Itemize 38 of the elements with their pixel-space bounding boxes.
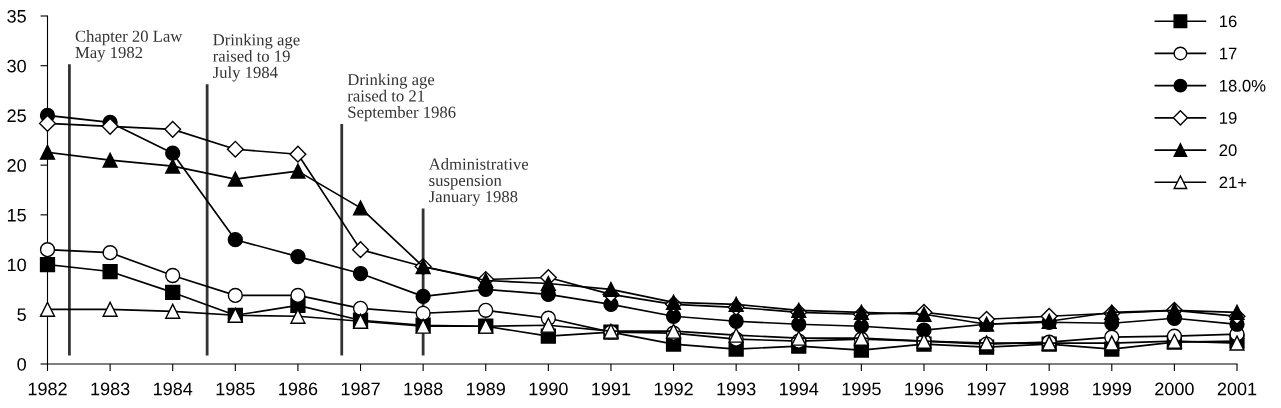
y-tick-label: 10: [7, 258, 26, 272]
y-tick-label: 35: [7, 9, 26, 23]
y-tick-label: 0: [17, 357, 26, 371]
y-tick-label: 30: [7, 59, 26, 73]
legend-label: 16: [1220, 15, 1237, 28]
x-tick-label: 1999: [1093, 382, 1132, 396]
legend-label: 20: [1219, 144, 1237, 157]
annotation: Drinking age raised to 21 September 1986: [347, 73, 456, 122]
y-tick-label: 20: [7, 159, 26, 172]
y-tick-label: 5: [17, 308, 26, 322]
x-tick-label: 1995: [842, 382, 881, 396]
y-tick-label: 15: [7, 208, 26, 222]
x-tick-label: 2001: [1217, 382, 1257, 396]
x-tick-label: 1989: [467, 382, 505, 396]
x-tick-label: 1990: [529, 382, 568, 396]
x-tick-label: 1997: [967, 382, 1006, 396]
x-tick-label: 2000: [1155, 382, 1194, 396]
annotation: Drinking age raised to 19 July 1984: [213, 33, 300, 82]
x-tick-label: 1985: [216, 382, 255, 396]
x-tick-label: 1982: [28, 382, 67, 396]
legend-label: 19: [1220, 112, 1237, 124]
x-tick-label: 1992: [654, 382, 693, 396]
x-tick-label: 1996: [905, 382, 944, 396]
legend-label: 17: [1220, 47, 1237, 60]
x-tick-label: 1984: [154, 382, 193, 396]
x-tick-label: 1983: [91, 382, 130, 396]
legend-label: 18.0%: [1220, 79, 1266, 92]
y-tick-label: 25: [7, 109, 26, 123]
x-tick-label: 1994: [780, 382, 819, 396]
annotation: Administrative suspension January 1988: [428, 158, 529, 206]
x-tick-label: 1988: [404, 382, 443, 396]
annotation: Chapter 20 Law May 1982: [75, 30, 183, 62]
x-tick-label: 1998: [1030, 382, 1069, 396]
x-tick-label: 1991: [592, 382, 631, 396]
x-tick-label: 1987: [341, 382, 380, 396]
x-tick-label: 1986: [279, 382, 318, 396]
x-tick-label: 1993: [717, 382, 756, 396]
legend-label: 21+: [1219, 176, 1247, 189]
